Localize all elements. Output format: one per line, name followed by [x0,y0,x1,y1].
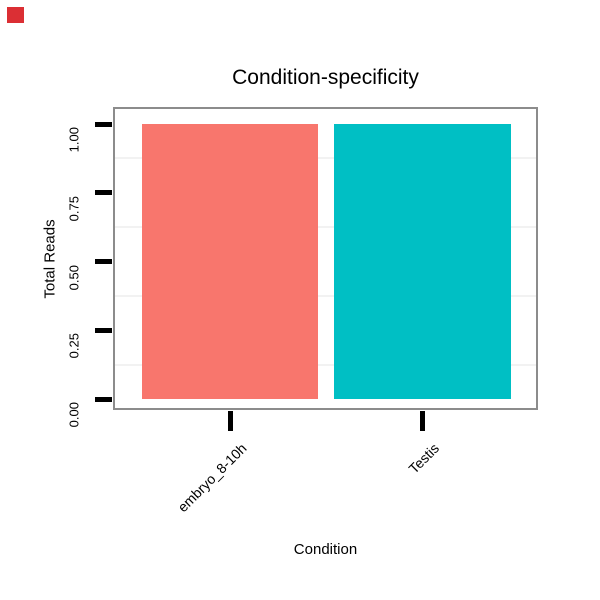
red-square-marker [7,7,24,23]
x-tick-mark [420,411,425,431]
bar-layer [115,109,536,408]
bar-embryo_8-10h [142,124,318,399]
y-tick-label: 1.00 [66,127,81,153]
y-tick-mark [95,190,112,195]
y-axis-title: Total Reads [41,219,59,299]
x-tick-label: Testis [405,440,442,477]
minor-gridline [115,157,536,160]
y-tick-mark [95,259,112,264]
y-tick-label: 0.25 [66,333,81,359]
y-tick-label: 0.75 [66,195,81,222]
y-tick-label: 0.00 [66,402,81,428]
x-axis-title: Condition [293,541,358,558]
chart-title: Condition-specificity [232,66,419,89]
minor-gridline [115,226,536,229]
gridline-layer [115,109,536,408]
y-tick-mark [95,397,112,402]
minor-gridline [115,294,536,297]
y-tick-mark [95,122,112,127]
plot-panel [113,107,538,410]
minor-gridline [115,363,536,366]
x-tick-mark [228,411,233,431]
y-tick-mark [95,328,112,333]
x-tick-label: embryo_8-10h [174,440,250,516]
bar-Testis [334,124,511,399]
y-tick-label: 0.50 [66,264,81,290]
